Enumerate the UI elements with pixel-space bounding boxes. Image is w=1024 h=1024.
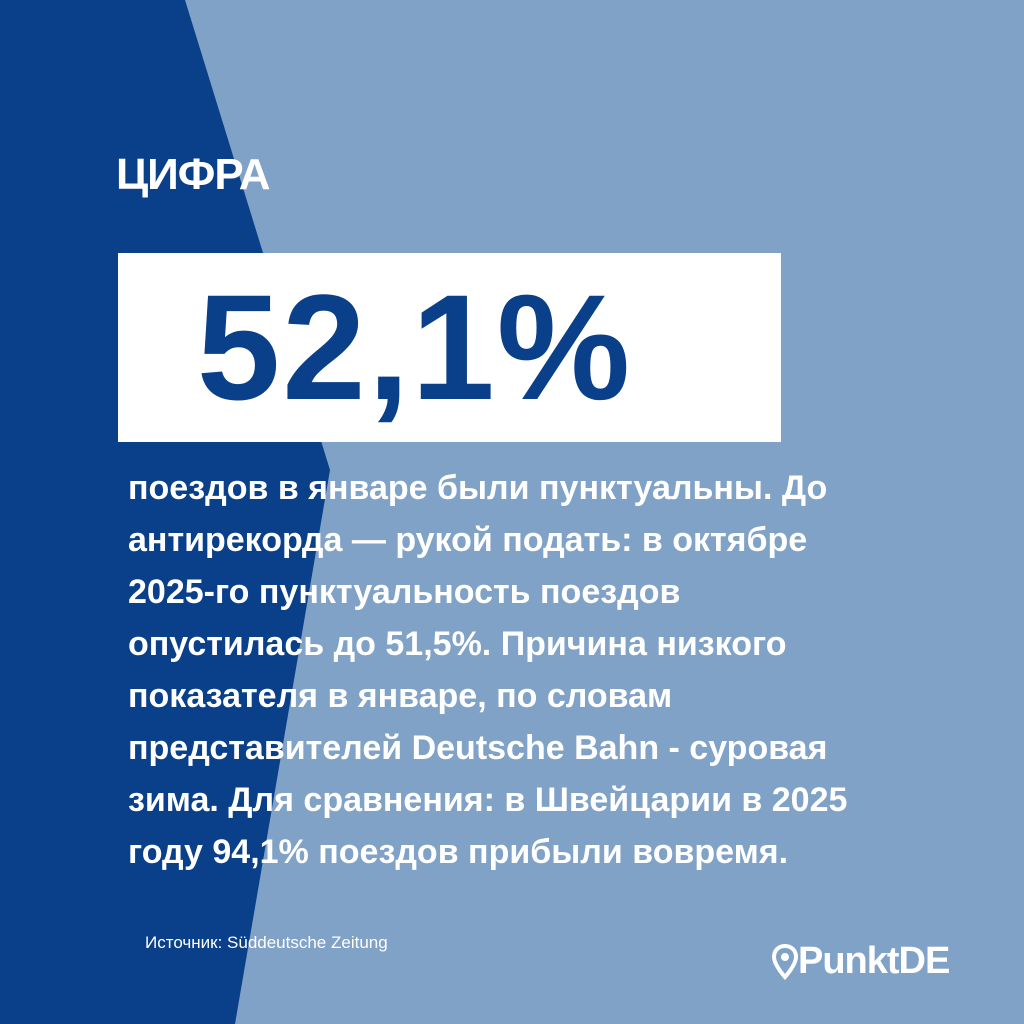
body-line: антирекорда — рукой подать: в октябре: [128, 521, 808, 559]
headline: 52,1%: [196, 263, 633, 431]
label: ЦИФРА: [116, 150, 271, 199]
body-line: зима. Для сравнения: в Швейцарии в 2025: [128, 781, 848, 819]
body-line: опустилась до 51,5%. Причина низкого: [128, 625, 787, 663]
body-line: 2025-го пунктуальность поездов: [128, 573, 681, 611]
pin-icon: [772, 943, 798, 980]
body-line: показателя в январе, по словам: [128, 677, 673, 715]
brand-name: PunktDE: [798, 940, 950, 982]
body-text: поездов в январе были пунктуальны. До ант…: [128, 462, 847, 878]
brand: PunktDE: [772, 940, 950, 983]
source: Источник: Süddeutsche Zeitung: [145, 933, 388, 952]
body-line: году 94,1% поездов прибыли вовремя.: [128, 833, 789, 871]
body-line: представителей Deutsche Bahn - суровая: [128, 729, 828, 767]
body-line: поездов в январе были пунктуальны. До: [128, 469, 828, 507]
headline-box: 52,1%: [118, 253, 781, 442]
